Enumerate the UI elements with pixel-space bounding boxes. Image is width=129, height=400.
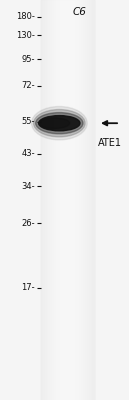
- Bar: [73, 0, 74, 400]
- Bar: [58, 0, 59, 400]
- Bar: [54, 0, 55, 400]
- Bar: [51, 0, 52, 400]
- Bar: [46, 0, 47, 400]
- Ellipse shape: [39, 118, 70, 128]
- Bar: [62, 0, 63, 400]
- Bar: [43, 0, 44, 400]
- Bar: [85, 0, 86, 400]
- Bar: [89, 0, 90, 400]
- Bar: [77, 0, 78, 400]
- Ellipse shape: [36, 112, 83, 134]
- Bar: [62, 0, 63, 400]
- Text: 34-: 34-: [21, 182, 35, 190]
- Bar: [52, 0, 53, 400]
- Bar: [84, 0, 85, 400]
- Bar: [68, 0, 69, 400]
- Bar: [44, 0, 45, 400]
- Bar: [61, 0, 62, 400]
- Bar: [45, 0, 46, 400]
- Bar: [93, 0, 94, 400]
- Bar: [78, 0, 79, 400]
- Bar: [59, 0, 60, 400]
- Bar: [80, 0, 81, 400]
- Bar: [87, 0, 88, 400]
- Bar: [54, 0, 55, 400]
- Bar: [78, 0, 79, 400]
- Text: 130-: 130-: [16, 31, 35, 40]
- Bar: [91, 0, 92, 400]
- Bar: [56, 0, 57, 400]
- Bar: [74, 0, 75, 400]
- Bar: [76, 0, 77, 400]
- Bar: [86, 0, 87, 400]
- Bar: [41, 0, 94, 400]
- Bar: [49, 0, 50, 400]
- Bar: [70, 0, 71, 400]
- Text: 17-: 17-: [21, 284, 35, 292]
- Bar: [72, 0, 73, 400]
- Bar: [69, 0, 70, 400]
- Bar: [82, 0, 83, 400]
- Ellipse shape: [39, 116, 80, 131]
- Bar: [81, 0, 82, 400]
- Bar: [67, 0, 68, 400]
- Text: 26-: 26-: [21, 219, 35, 228]
- Bar: [70, 0, 71, 400]
- Bar: [60, 0, 61, 400]
- Bar: [41, 0, 42, 400]
- Bar: [50, 0, 51, 400]
- Bar: [76, 0, 77, 400]
- Bar: [71, 0, 72, 400]
- Bar: [65, 0, 66, 400]
- Bar: [88, 0, 89, 400]
- Bar: [63, 0, 64, 400]
- Bar: [79, 0, 80, 400]
- Bar: [74, 0, 75, 400]
- Ellipse shape: [31, 106, 87, 140]
- Bar: [42, 0, 43, 400]
- Bar: [45, 0, 46, 400]
- Bar: [58, 0, 59, 400]
- Text: 180-: 180-: [16, 12, 35, 21]
- Bar: [64, 0, 65, 400]
- Text: C6: C6: [73, 7, 87, 17]
- Text: 72-: 72-: [21, 82, 35, 90]
- Bar: [68, 0, 69, 400]
- Bar: [55, 0, 56, 400]
- Text: 43-: 43-: [21, 150, 35, 158]
- Bar: [57, 0, 58, 400]
- Bar: [66, 0, 67, 400]
- Bar: [49, 0, 50, 400]
- Ellipse shape: [34, 110, 85, 137]
- Bar: [53, 0, 54, 400]
- Text: 95-: 95-: [21, 55, 35, 64]
- Bar: [83, 0, 84, 400]
- Bar: [75, 0, 76, 400]
- Bar: [48, 0, 49, 400]
- Bar: [66, 0, 67, 400]
- Bar: [92, 0, 93, 400]
- Bar: [90, 0, 91, 400]
- Bar: [82, 0, 83, 400]
- Bar: [64, 0, 65, 400]
- Text: 55-: 55-: [21, 118, 35, 126]
- Bar: [47, 0, 48, 400]
- Bar: [86, 0, 87, 400]
- Text: ATE1: ATE1: [98, 138, 122, 148]
- Bar: [72, 0, 73, 400]
